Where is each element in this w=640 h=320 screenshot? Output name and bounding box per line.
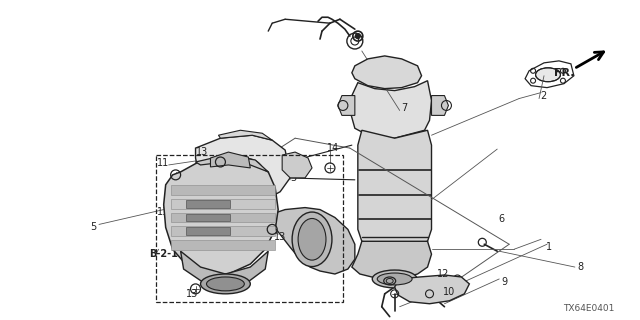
Polygon shape (211, 152, 250, 168)
Ellipse shape (298, 219, 326, 260)
Text: 11: 11 (157, 206, 169, 217)
Polygon shape (196, 155, 268, 172)
Ellipse shape (536, 68, 561, 82)
Ellipse shape (225, 158, 263, 186)
Polygon shape (270, 208, 355, 274)
Text: 7: 7 (401, 103, 408, 114)
Polygon shape (352, 241, 431, 279)
Text: 8: 8 (578, 262, 584, 272)
Text: FR.: FR. (554, 68, 574, 78)
Circle shape (355, 34, 360, 39)
Ellipse shape (377, 273, 412, 285)
Polygon shape (282, 152, 312, 178)
Ellipse shape (207, 277, 244, 291)
Polygon shape (171, 227, 275, 236)
Bar (186, 200, 230, 208)
Text: 3: 3 (290, 173, 296, 183)
Polygon shape (350, 81, 431, 138)
Polygon shape (218, 130, 272, 140)
Text: 13: 13 (196, 147, 209, 157)
Text: B-2-1: B-2-1 (148, 249, 178, 259)
Polygon shape (171, 185, 275, 195)
Polygon shape (180, 251, 268, 289)
Text: 13: 13 (274, 232, 286, 242)
Text: 12: 12 (437, 269, 450, 279)
Polygon shape (196, 135, 290, 204)
Text: 13: 13 (186, 289, 198, 299)
Text: 9: 9 (501, 277, 508, 287)
Text: TX64E0401: TX64E0401 (563, 304, 614, 313)
Polygon shape (431, 96, 449, 116)
Text: 14: 14 (327, 143, 339, 153)
Text: 4: 4 (175, 210, 182, 220)
Polygon shape (395, 275, 469, 304)
Text: 6: 6 (498, 214, 504, 224)
Polygon shape (338, 96, 355, 116)
Polygon shape (171, 199, 275, 209)
Polygon shape (171, 212, 275, 222)
Bar (156, 155, 343, 302)
Polygon shape (352, 56, 422, 89)
Text: 5: 5 (90, 222, 96, 232)
Ellipse shape (292, 212, 332, 267)
Polygon shape (358, 130, 431, 249)
Text: 1: 1 (546, 242, 552, 252)
Polygon shape (164, 158, 278, 274)
Text: 10: 10 (444, 287, 456, 297)
Polygon shape (171, 240, 275, 250)
Text: 11: 11 (157, 158, 169, 168)
Ellipse shape (200, 274, 250, 294)
Text: 2: 2 (540, 91, 546, 100)
Bar (186, 228, 230, 235)
Bar (186, 213, 230, 221)
Ellipse shape (372, 270, 417, 288)
